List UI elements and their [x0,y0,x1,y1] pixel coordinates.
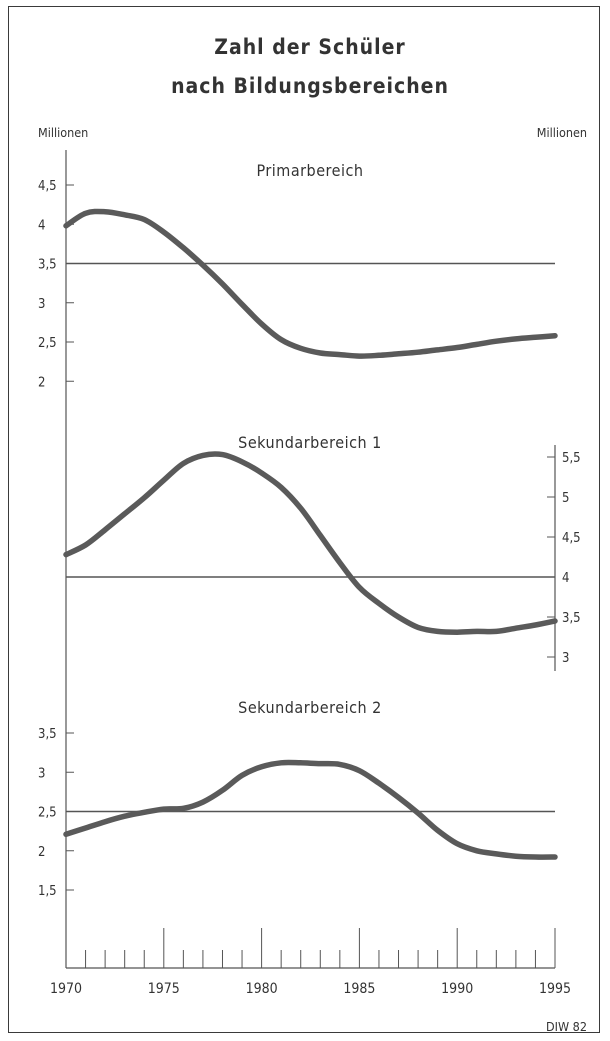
chart-title-line-1: Zahl der Schüler [214,35,406,59]
series-line [63,759,558,860]
y-tick-label: 4 [38,218,45,233]
series-line [63,451,558,635]
source-credit: DIW 82 [546,1019,587,1034]
y-tick-label: 3,5 [38,727,57,742]
y-tick-label: 3,5 [38,258,57,273]
panel-title: Primarbereich [256,161,363,180]
x-tick-label: 1985 [343,981,375,997]
y-tick-label: 2 [38,845,45,860]
x-tick-label: 1970 [50,981,82,997]
y-tick-label: 1,5 [38,884,57,899]
y-tick-label: 5,5 [562,451,581,466]
y-tick-label: 5 [562,491,569,506]
y-tick-label: 2 [38,375,45,390]
y-tick-label: 2,5 [38,336,57,351]
y-tick-label: 3 [562,651,569,666]
x-tick-label: 1995 [539,981,571,997]
y-tick-label: 4,5 [562,531,581,546]
series-line [63,208,558,359]
x-tick-label: 1975 [148,981,180,997]
right-unit-label: Millionen [537,125,587,140]
y-tick-label: 4,5 [38,179,57,194]
y-tick-label: 3 [38,297,45,312]
y-tick-label: 3 [38,766,45,781]
panel-title: Sekundarbereich 2 [238,698,382,717]
y-tick-label: 3,5 [562,611,581,626]
x-tick-label: 1980 [246,981,278,997]
panel-title: Sekundarbereich 1 [238,433,382,452]
chart-title-line-2: nach Bildungsbereichen [171,74,449,98]
y-tick-label: 2,5 [38,806,57,821]
y-tick-label: 4 [562,571,569,586]
left-unit-label: Millionen [38,125,88,140]
chart-frame [8,6,600,1033]
x-tick-label: 1990 [441,981,473,997]
